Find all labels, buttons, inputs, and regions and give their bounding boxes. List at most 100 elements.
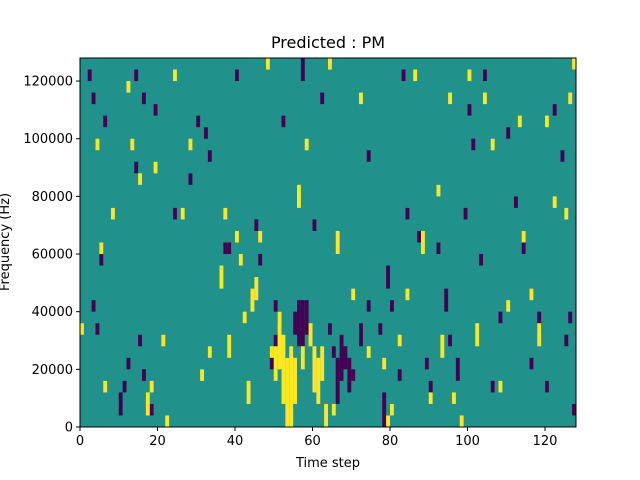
heatmap-cell-high bbox=[250, 288, 255, 312]
heatmap-cell-low bbox=[173, 207, 177, 220]
heatmap-cell-high bbox=[130, 138, 135, 151]
heatmap-cell-low bbox=[564, 334, 569, 347]
x-axis-ticks: 0 20 40 60 80 100 120 bbox=[76, 427, 558, 449]
heatmap-cell-high bbox=[436, 184, 441, 197]
heatmap-cell-low bbox=[91, 300, 96, 312]
heatmap-cell-low bbox=[390, 300, 394, 312]
heatmap-cell-low bbox=[235, 69, 239, 82]
heatmap-cell-low bbox=[378, 323, 383, 335]
y-tick-label: 100000 bbox=[23, 132, 73, 147]
heatmap-cell-high bbox=[405, 288, 410, 301]
heatmap-cell-low bbox=[297, 300, 301, 347]
heatmap-cell-high bbox=[351, 288, 356, 301]
heatmap-cell-low bbox=[134, 161, 139, 174]
heatmap-cell-high bbox=[149, 380, 154, 393]
y-axis-label: Frequency (Hz) bbox=[0, 193, 13, 291]
heatmap-cell-high bbox=[475, 323, 480, 347]
heatmap-cell-high bbox=[99, 242, 104, 255]
heatmap-cell-low bbox=[258, 254, 263, 266]
heatmap-cell-low bbox=[273, 300, 278, 312]
heatmap-cell-high bbox=[452, 392, 456, 404]
heatmap-cell-low bbox=[479, 254, 484, 266]
heatmap-cell-low bbox=[207, 150, 212, 162]
heatmap-cell-low bbox=[568, 311, 573, 324]
x-tick-label: 60 bbox=[304, 434, 321, 449]
heatmap-cell-low bbox=[269, 357, 274, 370]
heatmap-cell-low bbox=[455, 357, 460, 381]
x-tick-label: 120 bbox=[533, 434, 558, 449]
heatmap-cell-low bbox=[281, 115, 286, 128]
heatmap-cell-low bbox=[467, 104, 472, 116]
plot-area bbox=[79, 57, 577, 428]
heatmap-cell-high bbox=[386, 415, 391, 427]
plot-frame bbox=[79, 57, 577, 428]
heatmap-cell-low bbox=[417, 230, 422, 243]
heatmap-cells bbox=[80, 58, 577, 427]
heatmap-cell-low bbox=[506, 127, 511, 139]
heatmap-cell-low bbox=[339, 334, 344, 381]
heatmap-cell-high bbox=[289, 346, 294, 427]
heatmap-cell-high bbox=[293, 357, 298, 404]
heatmap-cell-high bbox=[219, 265, 224, 289]
heatmap-cell-high bbox=[467, 69, 472, 82]
heatmap-cell-high bbox=[506, 300, 511, 312]
heatmap-cell-low bbox=[514, 196, 518, 208]
heatmap-cell-low bbox=[304, 300, 309, 335]
heatmap-cell-low bbox=[424, 357, 429, 370]
x-tick-label: 20 bbox=[149, 434, 166, 449]
heatmap-cell-high bbox=[335, 230, 340, 255]
heatmap-cell-high bbox=[103, 380, 108, 393]
heatmap-cell-high bbox=[529, 288, 534, 301]
heatmap-cell-low bbox=[223, 242, 228, 255]
heatmap-cell-high bbox=[390, 403, 394, 416]
heatmap-cell-high bbox=[180, 207, 185, 220]
heatmap-cell-low bbox=[386, 265, 391, 289]
heatmap-cell-low bbox=[335, 357, 340, 404]
heatmap-cell-high bbox=[235, 230, 239, 243]
heatmap-cell-high bbox=[521, 230, 526, 243]
heatmap-cell-low bbox=[498, 311, 503, 324]
heatmap-cell-high bbox=[145, 392, 150, 416]
heatmap-cell-low bbox=[312, 219, 317, 231]
heatmap-cell-low bbox=[91, 92, 96, 105]
heatmap-cell-high bbox=[421, 230, 425, 255]
heatmap-cell-high bbox=[498, 380, 503, 393]
heatmap-cell-low bbox=[448, 334, 453, 347]
heatmap-cell-low bbox=[328, 323, 332, 335]
heatmap-cell-high bbox=[80, 323, 84, 335]
heatmap-cell-high bbox=[490, 138, 495, 151]
heatmap-cell-high bbox=[138, 173, 143, 185]
heatmap-cell-low bbox=[126, 357, 131, 370]
heatmap-cell-high bbox=[269, 346, 274, 358]
heatmap-cell-low bbox=[300, 58, 305, 82]
heatmap-cell-high bbox=[320, 346, 325, 381]
heatmap-cell-high bbox=[459, 415, 464, 427]
heatmap-cell-high bbox=[254, 277, 259, 301]
heatmap-cell-high bbox=[312, 346, 317, 393]
heatmap-cell-high bbox=[448, 92, 453, 105]
chart-title: Predicted : PM bbox=[271, 33, 385, 52]
heatmap-cell-low bbox=[382, 392, 387, 427]
heatmap-cell-low bbox=[347, 357, 352, 393]
heatmap-cell-high bbox=[273, 346, 278, 381]
heatmap-cell-high bbox=[428, 392, 433, 404]
heatmap-cell-high bbox=[440, 334, 445, 358]
heatmap-cell-low bbox=[87, 69, 92, 82]
heatmap-cell-high bbox=[328, 58, 332, 70]
heatmap-cell-low bbox=[405, 207, 410, 220]
heatmap-cell-high bbox=[297, 184, 301, 208]
heatmap-cell-high bbox=[568, 92, 573, 105]
heatmap-cell-high bbox=[111, 207, 115, 220]
heatmap-cell-low bbox=[273, 334, 278, 347]
x-tick-label: 0 bbox=[76, 434, 84, 449]
y-tick-label: 20000 bbox=[32, 363, 73, 378]
heatmap-cell-low bbox=[142, 369, 146, 381]
y-tick-label: 40000 bbox=[32, 305, 73, 320]
x-tick-label: 100 bbox=[455, 434, 480, 449]
heatmap-cell-high bbox=[382, 357, 387, 370]
heatmap-cell-low bbox=[153, 104, 158, 116]
heatmap-cell-low bbox=[254, 219, 259, 231]
heatmap-cell-high bbox=[165, 415, 170, 427]
heatmap-cell-low bbox=[463, 207, 468, 220]
y-tick-label: 0 bbox=[65, 421, 73, 436]
